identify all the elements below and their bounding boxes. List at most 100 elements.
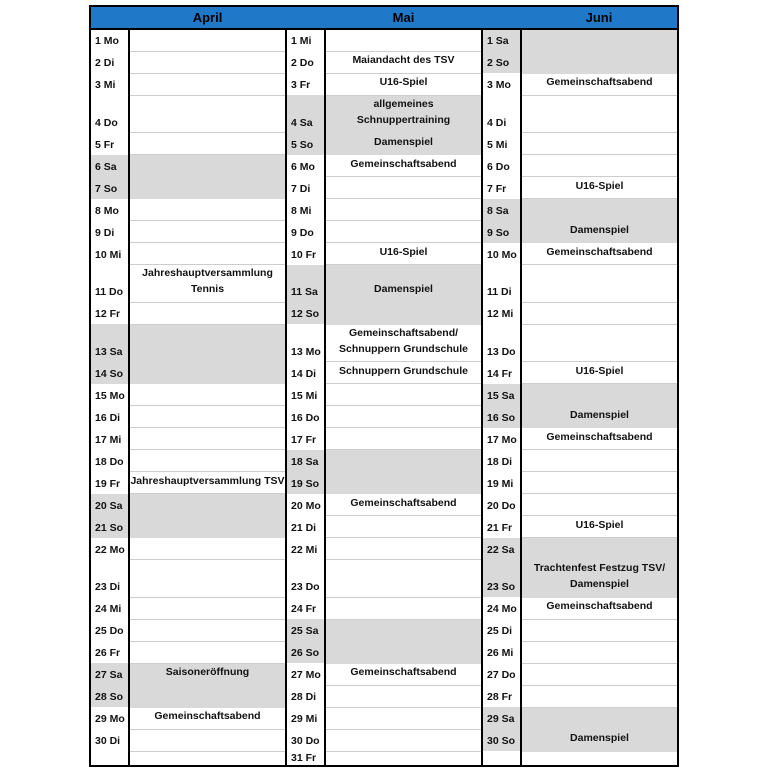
- calendar-row: 7 So 7 Di 7 Fr U16-Spiel: [89, 176, 678, 200]
- calendar-row: 14 So 14 Di Schnuppern Grundschule 14 Fr U16…: [89, 361, 678, 385]
- day-cell: 17 Mo: [481, 427, 521, 450]
- day-cell: 27 Do: [481, 663, 521, 686]
- event-cell: [324, 220, 482, 244]
- day-cell: 25 Sa: [285, 619, 325, 642]
- day-cell: 7 Di: [285, 176, 325, 199]
- event-cell: [324, 559, 482, 598]
- day-cell: 27 Mo: [285, 663, 325, 686]
- day-cell: 30 So: [481, 729, 521, 752]
- event-cell: Damenspiel: [520, 729, 678, 752]
- day-cell: [481, 751, 521, 767]
- day-cell: 14 So: [89, 361, 129, 384]
- event-cell: [520, 641, 678, 664]
- event-cell: [520, 537, 678, 561]
- calendar-row: 10 Mi 10 Fr U16-Spiel 10 Mo Gemeinschaftsabe…: [89, 242, 678, 266]
- calendar-row: 27 Sa Saisoneröffnung 27 Mo Gemeinschaftsab…: [89, 663, 678, 686]
- calendar-row: 8 Mo 8 Mi 8 Sa: [89, 198, 678, 222]
- event-cell: [520, 619, 678, 642]
- calendar-row: 2 Di 2 Do Maiandacht des TSV 2 So: [89, 51, 678, 74]
- event-cell: Damenspiel: [520, 220, 678, 244]
- event-cell: [128, 493, 286, 517]
- calendar-row: 21 So 21 Di 21 Fr U16-Spiel: [89, 515, 678, 539]
- calendar-row: 22 Mo 22 Mi 22 Sa: [89, 537, 678, 561]
- day-cell: 9 Do: [285, 220, 325, 243]
- day-cell: 29 Sa: [481, 707, 521, 730]
- event-cell: [128, 361, 286, 385]
- day-cell: 30 Do: [285, 729, 325, 752]
- calendar-row: 17 Mi 17 Fr 17 Mo Gemeinschaftsabend: [89, 427, 678, 451]
- day-cell: 23 Di: [89, 559, 129, 598]
- day-cell: 13 Mo: [285, 324, 325, 362]
- day-cell: 18 Di: [481, 449, 521, 472]
- calendar-row: 9 Di 9 Do 9 So Damenspiel: [89, 220, 678, 244]
- event-cell: [520, 751, 678, 767]
- event-cell: Damenspiel: [324, 264, 482, 303]
- event-cell: [520, 51, 678, 74]
- event-cell: Gemeinschaftsabend/ Schnuppern Grundschu…: [324, 324, 482, 363]
- event-cell: [520, 707, 678, 730]
- event-cell: [324, 471, 482, 495]
- day-cell: 24 Mi: [89, 597, 129, 620]
- event-cell: [128, 51, 286, 74]
- day-cell: 6 Do: [481, 154, 521, 177]
- day-cell: 6 Mo: [285, 154, 325, 177]
- event-cell: [128, 95, 286, 134]
- event-cell: [520, 302, 678, 325]
- event-cell: U16-Spiel: [324, 242, 482, 266]
- day-cell: 5 So: [285, 132, 325, 155]
- calendar-row: 16 Di 16 Do 16 So Damenspiel: [89, 405, 678, 429]
- calendar-row: 1 Mo 1 Mi 1 Sa: [89, 29, 678, 52]
- event-cell: Gemeinschaftsabend: [324, 663, 482, 686]
- event-cell: Gemeinschaftsabend: [324, 493, 482, 517]
- day-cell: 3 Mo: [481, 73, 521, 95]
- day-cell: 28 Fr: [481, 685, 521, 708]
- day-cell: 10 Mo: [481, 242, 521, 265]
- event-cell: [324, 537, 482, 561]
- month-header-mai: Mai: [325, 6, 482, 30]
- event-cell: U16-Spiel: [520, 361, 678, 385]
- day-cell: 30 Di: [89, 729, 129, 752]
- event-cell: [324, 427, 482, 451]
- day-cell: 12 Fr: [89, 302, 129, 325]
- event-cell: [128, 324, 286, 363]
- event-cell: [520, 493, 678, 517]
- event-cell: [324, 641, 482, 664]
- event-cell: [128, 29, 286, 52]
- day-cell: 22 Mo: [89, 537, 129, 560]
- event-cell: [128, 641, 286, 664]
- event-cell: [324, 751, 482, 767]
- event-cell: [324, 302, 482, 325]
- event-cell: Damenspiel: [324, 132, 482, 156]
- day-cell: 5 Mi: [481, 132, 521, 155]
- day-cell: 16 Di: [89, 405, 129, 428]
- day-cell: 31 Fr: [285, 751, 325, 767]
- event-cell: [520, 663, 678, 686]
- month-header-juni: Juni: [521, 6, 678, 30]
- day-cell: 1 Mo: [89, 29, 129, 51]
- day-cell: 20 Mo: [285, 493, 325, 516]
- day-cell: 19 Fr: [89, 471, 129, 494]
- day-cell: 17 Mi: [89, 427, 129, 450]
- day-cell: 3 Mi: [89, 73, 129, 95]
- calendar-row: 31 Fr: [89, 751, 678, 767]
- event-cell: Gemeinschaftsabend: [324, 154, 482, 178]
- event-cell: U16-Spiel: [324, 73, 482, 96]
- event-cell: Gemeinschaftsabend: [520, 242, 678, 266]
- event-cell: [324, 405, 482, 429]
- day-cell: 21 Di: [285, 515, 325, 538]
- event-cell: Saisoneröffnung: [128, 663, 286, 686]
- day-cell: 9 Di: [89, 220, 129, 243]
- day-cell: 2 Do: [285, 51, 325, 73]
- day-cell: 16 Do: [285, 405, 325, 428]
- event-cell: U16-Spiel: [520, 515, 678, 539]
- day-cell: 4 Sa: [285, 95, 325, 133]
- day-cell: 8 Sa: [481, 198, 521, 221]
- day-cell: 17 Fr: [285, 427, 325, 450]
- day-cell: 14 Fr: [481, 361, 521, 384]
- event-cell: Maiandacht des TSV: [324, 51, 482, 74]
- calendar-body: 1 Mo 1 Mi 1 Sa 2 Di 2 Do Maiandacht des TSV 2 …: [89, 29, 678, 767]
- day-cell: 20 Do: [481, 493, 521, 516]
- event-cell: [324, 619, 482, 642]
- day-cell: 18 Do: [89, 449, 129, 472]
- event-cell: [520, 132, 678, 156]
